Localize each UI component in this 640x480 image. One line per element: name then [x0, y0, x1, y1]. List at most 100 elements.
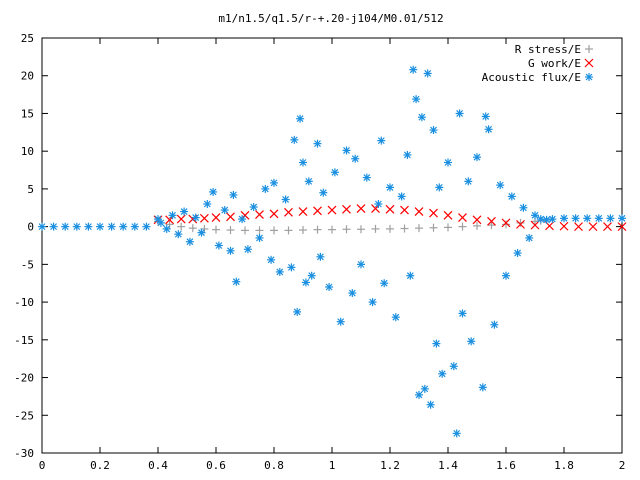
- data-point: [243, 245, 252, 254]
- legend-marker: [585, 45, 593, 53]
- data-point: [342, 146, 351, 155]
- y-tick-label: -30: [14, 447, 34, 460]
- series-2: [38, 65, 626, 438]
- legend-marker: [585, 73, 593, 81]
- data-point: [255, 210, 264, 219]
- data-point: [342, 225, 351, 234]
- data-point: [548, 215, 557, 224]
- data-point: [199, 213, 209, 223]
- data-point: [168, 211, 177, 220]
- data-point: [386, 224, 394, 233]
- data-point: [327, 205, 337, 215]
- y-tick-label: 25: [21, 32, 34, 45]
- data-point: [473, 221, 481, 230]
- data-point: [325, 283, 334, 291]
- data-point: [429, 126, 438, 135]
- data-point: [429, 223, 438, 232]
- data-point: [299, 226, 307, 235]
- data-point: [238, 215, 247, 224]
- data-point: [397, 192, 406, 201]
- data-point: [531, 211, 539, 220]
- data-point: [385, 204, 395, 214]
- data-point: [414, 207, 424, 216]
- data-point: [560, 214, 568, 223]
- data-point: [519, 203, 528, 212]
- data-point: [330, 168, 339, 177]
- data-point: [154, 215, 162, 224]
- data-point: [284, 207, 293, 217]
- data-point: [452, 429, 461, 438]
- data-point: [197, 228, 206, 237]
- x-tick-label: 0.4: [148, 459, 168, 472]
- x-tick-label: 2: [619, 459, 626, 472]
- data-point: [304, 177, 313, 186]
- data-point: [281, 195, 290, 204]
- x-tick-label: 1.8: [554, 459, 574, 472]
- data-point: [426, 400, 435, 409]
- data-point: [536, 215, 545, 224]
- y-tick-label: -25: [14, 409, 34, 422]
- data-point: [400, 205, 409, 215]
- data-point: [391, 313, 400, 322]
- data-point: [588, 222, 598, 232]
- series-0: [154, 216, 545, 235]
- data-point: [261, 184, 270, 193]
- data-point: [464, 177, 473, 186]
- data-point: [275, 267, 284, 276]
- legend-label: Acoustic flux/E: [482, 71, 581, 84]
- data-point: [209, 187, 218, 196]
- data-point: [606, 214, 615, 223]
- data-point: [180, 207, 189, 216]
- data-point: [226, 226, 235, 235]
- data-point: [513, 249, 522, 258]
- data-point: [412, 95, 421, 104]
- data-point: [472, 215, 482, 225]
- plot-frame: [41, 37, 623, 454]
- data-point: [229, 190, 238, 199]
- data-point: [255, 226, 264, 235]
- data-point: [530, 220, 540, 230]
- data-point: [478, 383, 487, 392]
- data-point: [458, 213, 467, 223]
- x-tick-label: 0: [39, 459, 46, 472]
- data-point: [356, 204, 366, 213]
- data-point: [226, 246, 235, 255]
- data-point: [444, 158, 452, 167]
- data-point: [49, 222, 58, 231]
- y-tick-label: 5: [27, 183, 34, 196]
- data-point: [72, 222, 81, 231]
- data-point: [301, 278, 310, 287]
- data-point: [84, 222, 93, 231]
- data-point: [316, 252, 325, 261]
- data-point: [449, 362, 458, 371]
- data-point: [368, 298, 377, 307]
- data-point: [502, 271, 510, 280]
- legend-label: G work/E: [528, 57, 581, 70]
- data-point: [165, 220, 174, 229]
- y-tick-label: 10: [21, 145, 34, 158]
- y-tick-label: -10: [14, 296, 34, 309]
- data-point: [299, 158, 307, 167]
- data-point: [269, 209, 279, 219]
- x-tick-label: 1.6: [496, 459, 516, 472]
- data-point: [130, 222, 139, 231]
- data-point: [432, 339, 441, 348]
- data-point: [444, 223, 452, 232]
- x-tick-label: 0.6: [206, 459, 226, 472]
- data-point: [409, 65, 418, 74]
- x-tick-label: 0.2: [90, 459, 110, 472]
- data-point: [496, 181, 505, 190]
- data-point: [307, 271, 316, 280]
- data-point: [38, 222, 46, 231]
- data-point: [241, 226, 249, 235]
- data-point: [348, 289, 357, 298]
- data-point: [185, 237, 194, 246]
- y-tick-label: 15: [21, 107, 34, 120]
- data-point: [617, 222, 627, 232]
- data-point: [542, 215, 551, 224]
- data-point: [574, 222, 583, 232]
- data-point: [618, 214, 626, 223]
- data-point: [296, 114, 305, 123]
- data-point: [162, 224, 171, 233]
